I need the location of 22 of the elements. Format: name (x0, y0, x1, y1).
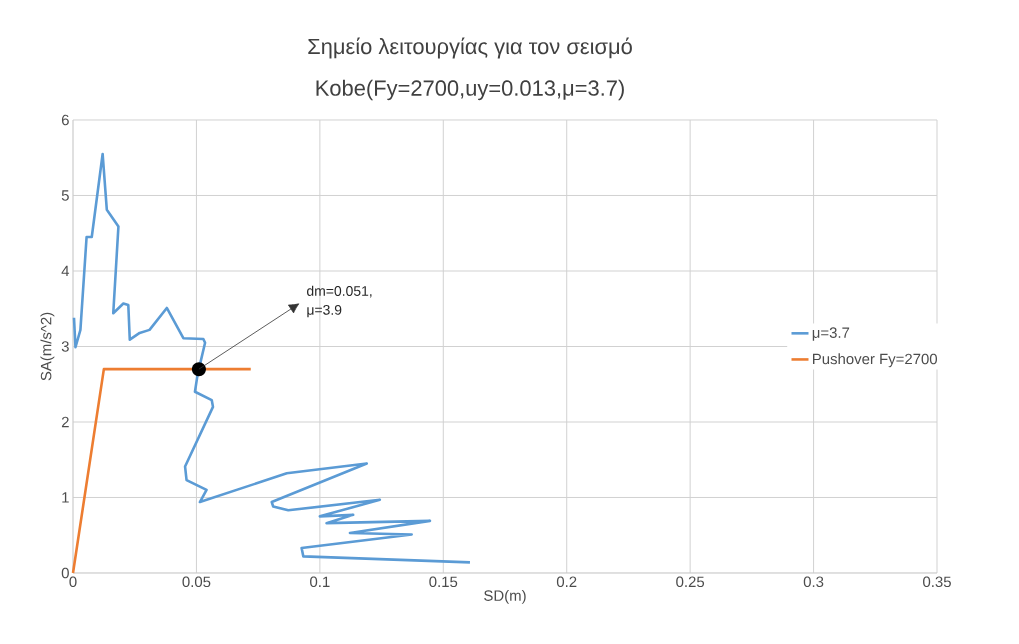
y-tick-label: 4 (61, 265, 70, 277)
annotation: dm=0.051, μ=3.9 (307, 285, 372, 318)
y-axis-title: SA(m/s^2) (40, 312, 55, 381)
legend-label: μ=3.7 (812, 327, 850, 341)
x-tick-label: 0.3 (803, 576, 824, 588)
x-tick-label: 0.15 (429, 576, 458, 588)
x-tick-label: 0.1 (310, 576, 330, 588)
x-tick-label: 0.25 (676, 576, 705, 588)
chart-title: Σημείο λειτουργίας για τον σεισμό (308, 37, 632, 59)
x-tick-label: 0.05 (182, 576, 211, 588)
line-series (72, 152, 472, 564)
y-tick-label: 3 (61, 341, 69, 352)
y-tick-label: 1 (62, 492, 69, 503)
x-tick-label: 0.2 (556, 576, 577, 588)
x-axis-title: SD(m) (484, 589, 526, 604)
y-tick-label: 0 (61, 567, 69, 579)
chart-subtitle: Kobe(Fy=2700,uy=0.013,μ=3.7) (316, 79, 624, 101)
y-tick-label: 2 (61, 416, 69, 428)
x-tick-label: 0.35 (923, 576, 951, 588)
y-tick-label: 6 (61, 114, 69, 126)
legend-label: Pushover Fy=2700 (813, 353, 938, 368)
y-tick-label: 5 (61, 190, 69, 201)
